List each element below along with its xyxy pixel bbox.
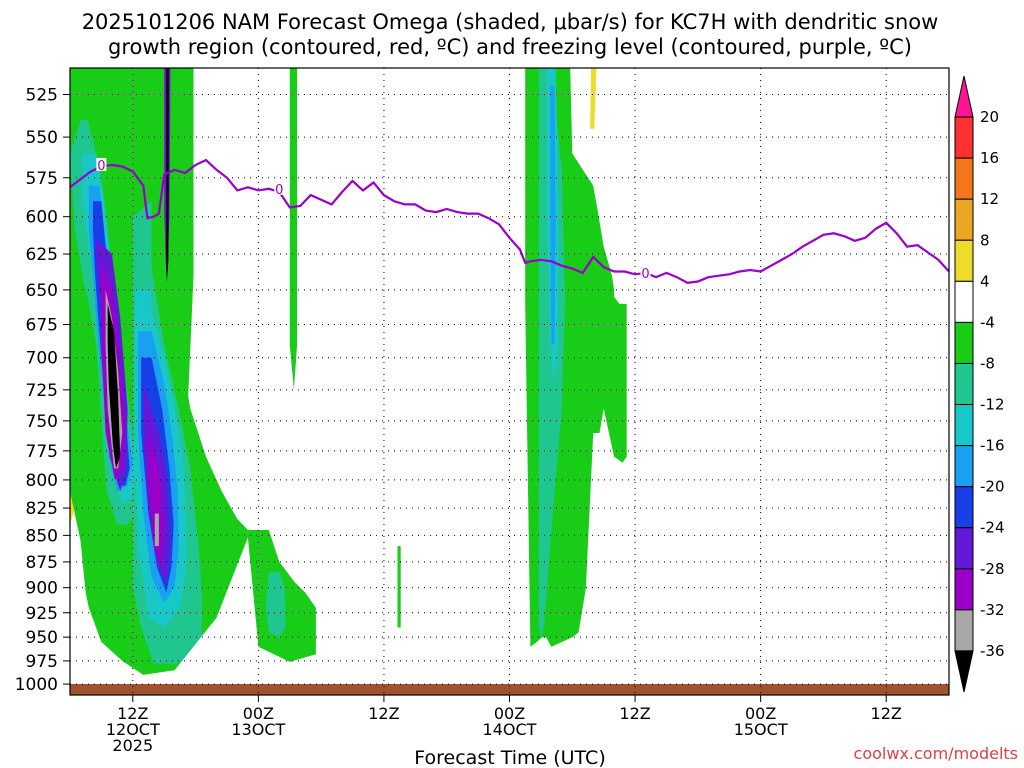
pressure-tick-650: 650 (26, 281, 58, 301)
omega-region-6 (289, 68, 298, 390)
pressure-tick-625: 625 (26, 245, 58, 265)
freezing-level-line (69, 158, 950, 285)
time-tick-3-line-0: 00Z (494, 704, 525, 723)
freezing-label-bg-1 (274, 181, 285, 195)
pressure-tick-550: 550 (26, 128, 58, 148)
colorbar-label-5: -4 (980, 313, 995, 331)
pressure-tick-825: 825 (26, 499, 58, 519)
pressure-tick-900: 900 (26, 579, 58, 599)
chart-title-line-1: 2025101206 NAM Forecast Omega (shaded, μ… (82, 10, 939, 34)
pressure-tick-975: 975 (26, 652, 58, 672)
pressure-tick-700: 700 (26, 349, 58, 369)
time-tick-5-line-0: 00Z (745, 704, 776, 723)
colorbar-label-13: -36 (980, 642, 1005, 660)
pressure-tick-525: 525 (26, 86, 58, 106)
pressure-tick-925: 925 (26, 604, 58, 624)
time-tick-0-line-1: 12OCT (106, 720, 160, 739)
x-axis-label: Forecast Time (UTC) (414, 747, 605, 768)
colorbar-swatch-14 (954, 650, 974, 693)
colorbar-swatch-4 (954, 239, 974, 282)
ground-terrain (70, 684, 949, 695)
pressure-tick-875: 875 (26, 553, 58, 573)
colorbar-swatch-11 (954, 527, 974, 570)
colorbar-label-11: -28 (980, 560, 1005, 578)
omega-region-25 (148, 433, 165, 568)
time-tick-4-line-0: 12Z (619, 704, 650, 723)
pressure-tick-775: 775 (26, 442, 58, 462)
time-tick-3-line-1: 14OCT (483, 720, 537, 739)
freezing-label-0: 0 (97, 159, 105, 174)
pressure-tick-950: 950 (26, 628, 58, 648)
credit-text: coolwx.com/modelts (854, 744, 1018, 763)
omega-shading (70, 68, 627, 675)
colorbar-swatch-10 (954, 486, 974, 529)
colorbar: 20 16 12 8 4 -4 -8 -12 -16 -20 -24 -28 -32 -36 (954, 75, 1005, 693)
time-tick-0-line-2: 2025 (112, 736, 153, 755)
pressure-tick-1000: 1000 (15, 675, 58, 695)
omega-region-11 (265, 572, 286, 638)
colorbar-swatch-8 (954, 404, 974, 447)
colorbar-swatch-6 (954, 321, 974, 364)
chart-title-line-2: growth region (contoured, red, ºC) and f… (108, 35, 912, 59)
omega-region-7 (397, 546, 401, 628)
omega-region-30 (166, 68, 169, 283)
colorbar-swatch-7 (954, 362, 974, 406)
pressure-tick-800: 800 (26, 471, 58, 491)
time-tick-5-line-1: 15OCT (734, 720, 788, 739)
colorbar-label-7: -12 (980, 396, 1005, 414)
freezing-label-bg-2 (640, 265, 651, 279)
plot-area: 0 0 0 (69, 67, 950, 696)
time-tick-1-line-1: 13OCT (231, 720, 285, 739)
pressure-tick-675: 675 (26, 315, 58, 335)
omega-region-29 (107, 303, 121, 469)
omega-region-18 (550, 85, 556, 345)
colorbar-label-2: 12 (980, 190, 999, 208)
colorbar-swatch-12 (954, 568, 974, 611)
colorbar-swatch-2 (954, 157, 974, 200)
colorbar-label-8: -16 (980, 437, 1005, 455)
grid-lines (70, 68, 949, 695)
freezing-level-labels: 0 0 0 (96, 157, 651, 282)
time-tick-2-line-0: 12Z (368, 704, 399, 723)
colorbar-label-12: -32 (980, 601, 1005, 619)
colorbar-swatch-1 (954, 116, 974, 159)
time-tick-0-line-0: 12Z (117, 704, 148, 723)
pressure-tick-725: 725 (26, 381, 58, 401)
freezing-label-1: 0 (275, 183, 283, 198)
pressure-tick-575: 575 (26, 169, 58, 189)
freezing-label-bg-0 (96, 157, 107, 171)
colorbar-label-3: 8 (980, 231, 990, 249)
colorbar-label-0: 20 (980, 108, 999, 126)
time-tick-6-line-0: 12Z (871, 704, 902, 723)
pressure-tick-600: 600 (26, 208, 58, 228)
freezing-label-2: 0 (641, 267, 649, 282)
colorbar-label-1: 16 (980, 149, 999, 167)
omega-region-28 (154, 513, 159, 547)
colorbar-label-6: -8 (980, 354, 995, 372)
colorbar-label-4: 4 (980, 272, 990, 290)
colorbar-label-9: -20 (980, 478, 1005, 496)
colorbar-swatch-5 (954, 280, 974, 323)
colorbar-swatch-13 (954, 609, 974, 652)
time-tick-1-line-0: 00Z (243, 704, 274, 723)
colorbar-swatch-3 (954, 198, 974, 241)
colorbar-swatch-9 (954, 445, 974, 488)
colorbar-swatch-0 (954, 75, 974, 118)
pressure-axis: 525 550 575 600 625 650 675 700 725 750 775 800 825 8… (15, 86, 70, 695)
pressure-tick-850: 850 (26, 526, 58, 546)
omega-region-3 (590, 68, 597, 129)
pressure-tick-750: 750 (26, 412, 58, 432)
colorbar-label-10: -24 (980, 519, 1005, 537)
